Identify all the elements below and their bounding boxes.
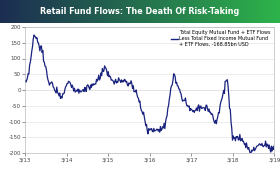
Text: Retail Fund Flows: The Death Of Risk-Taking: Retail Fund Flows: The Death Of Risk-Tak… [40, 7, 240, 16]
Legend: Total Equity Mutual Fund + ETF Flows
Less Total Fixed Income Mutual Fund
+ ETF F: Total Equity Mutual Fund + ETF Flows Les… [170, 30, 272, 48]
